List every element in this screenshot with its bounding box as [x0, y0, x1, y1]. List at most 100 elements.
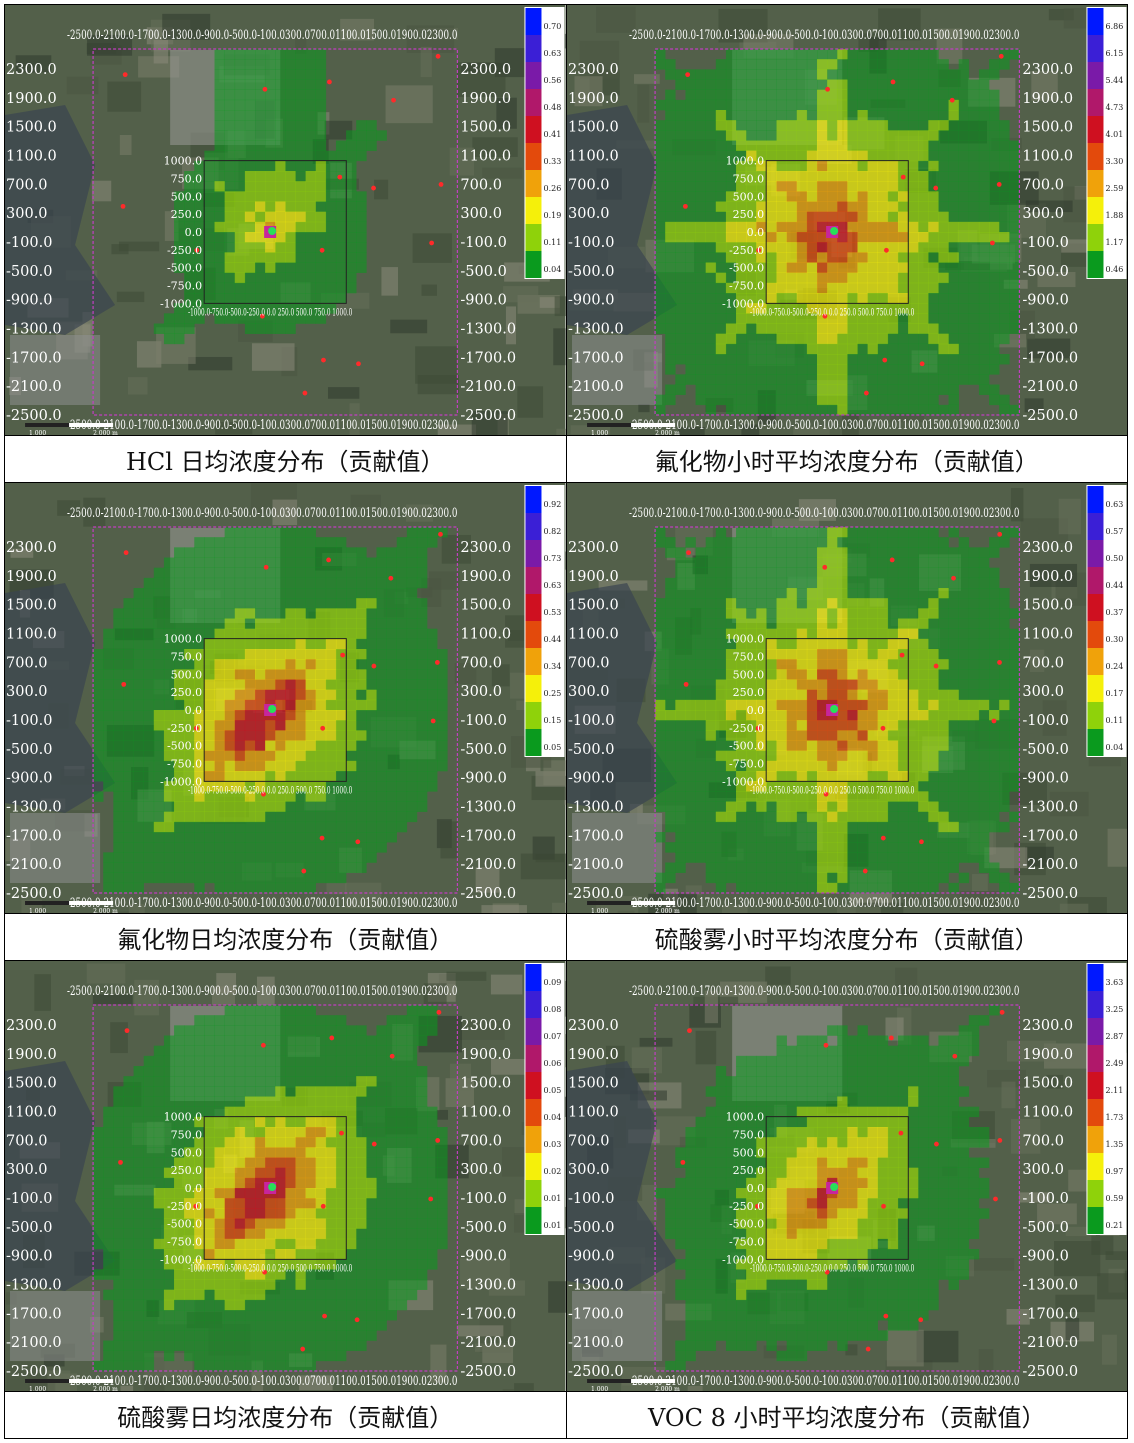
receptor-point [263, 564, 269, 570]
y-tick-label-right: 2300.0 [1022, 1018, 1073, 1034]
y-tick-label-right: -100.0 [1022, 713, 1068, 729]
inner-y-tick-label: -250.0 [728, 244, 763, 257]
inner-y-tick-label: 750.0 [732, 1128, 764, 1141]
legend-swatch [1086, 486, 1103, 513]
y-tick-label-right: 1900.0 [460, 1047, 511, 1063]
y-tick-label-right: -2100.0 [460, 379, 516, 395]
y-tick-label-left: -1700.0 [6, 350, 62, 366]
inner-y-tick-label: 250.0 [171, 686, 203, 699]
y-tick-label-left: 300.0 [568, 1162, 610, 1178]
legend-value: 0.63 [1105, 500, 1123, 509]
legend-value: 0.97 [1105, 1167, 1123, 1176]
y-tick-label-left: 2300.0 [6, 1018, 57, 1034]
legend-value: 0.01 [543, 1221, 561, 1230]
legend-value: 0.50 [1105, 554, 1123, 563]
x-tick-labels-bottom: -2500.0-2100.0-1700.0-1300.0-900.0-500.0… [629, 1374, 1019, 1389]
y-tick-label-left: 1900.0 [568, 91, 619, 107]
y-tick-label-right: 1900.0 [460, 91, 511, 107]
y-tick-label-left: 700.0 [6, 655, 48, 671]
inner-y-tick-label: -250.0 [728, 722, 763, 735]
y-tick-label-right: 300.0 [1022, 684, 1064, 700]
receptor-point [999, 1009, 1005, 1015]
receptor-point [823, 1042, 828, 1048]
scale-label: 2,000 m [93, 908, 118, 913]
x-tick-labels-top: -2500.0-2100.0-1700.0-1300.0-900.0-500.0… [67, 28, 457, 43]
y-tick-label-right: -1700.0 [1022, 828, 1078, 844]
y-tick-label-left: -1300.0 [568, 800, 624, 816]
receptor-point [122, 72, 128, 78]
legend-value: 0.48 [543, 103, 561, 112]
inner-y-tick-label: -750.0 [728, 280, 763, 293]
y-tick-label-left: -1700.0 [6, 1306, 62, 1322]
receptor-point [354, 1317, 360, 1323]
receptor-point [949, 97, 955, 103]
legend-value: 0.57 [1105, 527, 1123, 536]
y-tick-label-left: 700.0 [568, 1133, 610, 1149]
legend-swatch [525, 486, 542, 513]
legend-swatch [525, 1099, 542, 1126]
legend-value: 1.35 [1105, 1140, 1123, 1149]
panel-caption: 硫酸雾小时平均浓度分布（贡献值） [565, 913, 1128, 961]
y-tick-label-right: -500.0 [1022, 1220, 1068, 1236]
receptor-point [193, 1203, 199, 1209]
receptor-point [882, 1313, 888, 1319]
receptor-point [917, 1317, 923, 1323]
y-tick-label-left: -1300.0 [568, 1278, 624, 1294]
y-tick-label-right: 2300.0 [460, 540, 511, 556]
inner-y-tick-label: -250.0 [167, 244, 202, 257]
y-tick-label-right: 1900.0 [460, 569, 511, 585]
legend-swatch [1086, 251, 1103, 278]
receptor-point [438, 182, 444, 187]
receptor-point [989, 240, 995, 246]
receptor-point [755, 247, 761, 253]
legend-swatch [525, 513, 542, 540]
x-tick-labels-top: -2500.0-2100.0-1700.0-1300.0-900.0-500.0… [67, 506, 457, 521]
receptor-point [933, 1141, 939, 1147]
y-tick-label-left: 1500.0 [568, 598, 619, 614]
inner-x-tick-labels: -1000.0-750.0-500.0-250.0 0.0 250.0 500.… [188, 306, 352, 318]
inner-y-tick-label: 500.0 [732, 668, 764, 681]
legend-swatch [525, 143, 542, 170]
y-tick-label-left: -2500.0 [568, 1364, 624, 1380]
receptor-point [684, 72, 690, 78]
receptor-point [881, 357, 887, 363]
y-tick-label-right: -2100.0 [1022, 1335, 1078, 1351]
legend-value: 0.82 [543, 527, 561, 536]
receptor-point [371, 1141, 377, 1147]
scale-label: 1,000 [591, 430, 608, 435]
legend-value: 4.73 [1105, 103, 1123, 112]
x-tick-labels-top: -2500.0-2100.0-1700.0-1300.0-900.0-500.0… [67, 984, 457, 999]
receptor-point [683, 681, 689, 687]
y-tick-label-left: 700.0 [568, 177, 610, 193]
scale-bar: 1,000 2,000 m [25, 423, 118, 435]
inner-y-tick-label: -750.0 [728, 1236, 763, 1249]
map-panel-1: 2300.0 2300.0 1900.0 1900.0 1500.0 1500.0 1100… [4, 4, 567, 436]
receptor-point [951, 1053, 957, 1059]
receptor-point [824, 86, 830, 92]
y-tick-label-left: -2100.0 [568, 379, 624, 395]
legend-swatch [525, 675, 542, 702]
legend-swatch [525, 621, 542, 648]
legend-swatch [1086, 621, 1103, 648]
x-tick-labels-top: -2500.0-2100.0-1700.0-1300.0-900.0-500.0… [629, 506, 1019, 521]
legend-value: 0.06 [543, 1059, 561, 1068]
y-tick-label-right: -1700.0 [460, 1306, 516, 1322]
scale-bar: 1,000 2,000 m [586, 901, 680, 913]
legend-swatch [525, 35, 542, 62]
receptor-point [991, 718, 996, 724]
legend-value: 0.26 [543, 184, 561, 193]
receptor-point [754, 1203, 760, 1209]
scale-label: 2,000 m [655, 430, 680, 435]
receptor-point [996, 1138, 1002, 1143]
legend-swatch [1086, 1099, 1103, 1126]
legend-swatch [1086, 8, 1103, 35]
inner-y-tick-label: 1000.0 [164, 1111, 203, 1124]
receptor-point [821, 564, 827, 570]
receptor-point [996, 182, 1002, 187]
receptor-point [120, 203, 126, 209]
inner-y-tick-label: 250.0 [732, 686, 764, 699]
legend-swatch [1086, 89, 1103, 116]
inner-y-tick-label: 250.0 [171, 1164, 203, 1177]
legend-swatch [1086, 170, 1103, 197]
y-tick-label-right: 2300.0 [460, 1018, 511, 1034]
